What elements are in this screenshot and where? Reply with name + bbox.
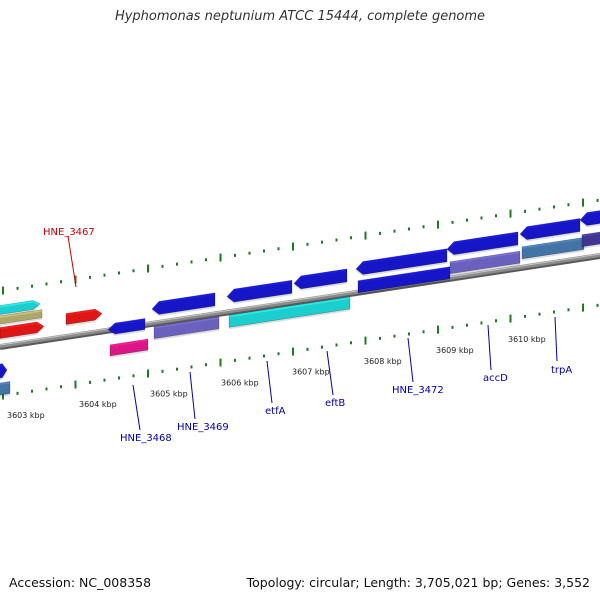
gene-hne3472 xyxy=(355,248,448,277)
backbone-line xyxy=(0,253,600,348)
gene-cyan-left xyxy=(0,300,41,317)
gene-hne3472-b-shade xyxy=(358,268,450,295)
gene-hne3472-shade xyxy=(356,250,447,277)
gene-trpA-b-shape xyxy=(521,237,585,260)
gene-hne3472-b xyxy=(357,266,451,295)
accession-text: Accession: NC_008358 xyxy=(9,575,152,590)
gene-labels: HNE_3467 HNE_3468 HNE_3469 etfA eftB HNE_3472… xyxy=(43,227,572,444)
axis-tick-label: 3607 kbp xyxy=(292,368,330,377)
tick-labels: 3603 kbp 3604 kbp 3605 kbp 3606 kbp 3607 kbp… xyxy=(7,335,546,420)
gene-trpA-b xyxy=(521,237,585,261)
gene-cyan-left-shape xyxy=(0,300,41,315)
callout-line xyxy=(266,360,273,404)
backbone-highlight xyxy=(0,253,600,346)
gene-label-HNE_3469: HNE_3469 xyxy=(177,422,229,433)
gene-hne3468-rna xyxy=(109,338,149,358)
gene-hne3468-shape xyxy=(107,318,146,335)
gene-hne3469-b-shape xyxy=(153,316,220,339)
gene-accD-shade xyxy=(447,233,518,257)
map-title: Hyphomonas neptunium ATCC 15444, complet… xyxy=(114,9,486,24)
gene-steel-left-lower xyxy=(0,381,11,397)
gene-eftB-shade xyxy=(294,270,347,291)
gene-hne3468-rna-shape xyxy=(109,338,149,357)
callout-line xyxy=(554,316,558,362)
gene-red-left-shape xyxy=(0,321,45,339)
gene-label-accD: accD xyxy=(483,373,508,384)
gene-accD-b xyxy=(449,250,521,276)
gene-khaki-left-shape xyxy=(0,309,43,325)
callout-line xyxy=(189,371,196,420)
gene-accD-b-shape xyxy=(449,250,521,275)
gene-right-edge-shade xyxy=(580,212,600,228)
callout-line xyxy=(67,235,77,288)
gene-khaki-left xyxy=(0,309,43,326)
gene-hne3469-shade xyxy=(152,294,215,317)
callout-line xyxy=(132,384,141,431)
gene-red-left xyxy=(0,321,45,341)
ticks-outer xyxy=(2,198,599,295)
gene-steel-left-lower-shade xyxy=(0,383,10,397)
topology-summary-text: Topology: circular; Length: 3,705,021 bp… xyxy=(246,575,590,590)
gene-label-HNE_3468: HNE_3468 xyxy=(120,433,172,444)
gene-hne3468 xyxy=(107,318,146,337)
axis-tick-label: 3608 kbp xyxy=(364,357,402,366)
gene-label-etfA: etfA xyxy=(265,406,286,417)
gene-blue-left-lower-shape xyxy=(0,363,8,379)
gene-label-trpA: trpA xyxy=(551,365,572,376)
gene-hne3468-rna-shade xyxy=(110,341,148,358)
axis-tick-label: 3606 kbp xyxy=(221,378,259,387)
gene-hne3469-b xyxy=(153,316,220,341)
gene-etfA-b-shade xyxy=(229,298,350,330)
gene-right-edge xyxy=(579,210,600,228)
gene-label-HNE_3472: HNE_3472 xyxy=(392,385,444,396)
gene-red-hne3467 xyxy=(65,308,103,327)
gene-right-edge-b-shape xyxy=(581,231,600,248)
gene-trpA-b-shade xyxy=(522,239,584,261)
callout-line xyxy=(326,350,334,396)
gene-hne3469 xyxy=(151,292,216,317)
gene-eftB-shape xyxy=(293,268,348,290)
axis-tick-label: 3605 kbp xyxy=(150,389,188,398)
axis-tick-label: 3603 kbp xyxy=(7,411,45,420)
axis-tick-label: 3609 kbp xyxy=(436,346,474,355)
gene-steel-left-lower-shape xyxy=(0,381,11,396)
gene-hne3469-shape xyxy=(151,292,216,315)
gene-label-HNE_3467: HNE_3467 xyxy=(43,227,95,238)
gene-trpA-shade xyxy=(520,220,580,242)
callout-line xyxy=(487,324,492,371)
gene-hne3468-shade xyxy=(108,320,145,337)
gene-right-edge-shape xyxy=(579,210,600,226)
callouts xyxy=(67,235,558,431)
callout-line xyxy=(407,337,414,383)
gene-hne3472-shape xyxy=(355,248,448,275)
gene-trpA xyxy=(519,218,581,242)
gene-label-eftB: eftB xyxy=(325,398,345,409)
gene-trpA-shape xyxy=(519,218,581,240)
gene-accD-shape xyxy=(446,231,519,255)
axis-tick-label: 3610 kbp xyxy=(508,335,546,344)
gene-right-edge-b-shade xyxy=(582,234,600,249)
axis-tick-label: 3604 kbp xyxy=(79,400,117,409)
gene-etfA-b-shape xyxy=(228,296,351,328)
gene-cyan-left-shade xyxy=(0,302,40,317)
features xyxy=(0,210,600,397)
gene-blue-left-lower-shade xyxy=(0,365,7,380)
gene-etfA-shade xyxy=(227,282,292,305)
gene-blue-left-lower xyxy=(0,363,8,380)
gene-hne3469-b-shade xyxy=(154,318,219,341)
gene-red-hne3467-shape xyxy=(65,308,103,325)
gene-red-hne3467-shade xyxy=(66,311,102,327)
backbone xyxy=(0,253,600,350)
gene-hne3472-b-shape xyxy=(357,266,451,294)
gene-etfA xyxy=(226,279,293,305)
gene-khaki-left-shade xyxy=(0,311,42,326)
gene-accD-b-shade xyxy=(450,253,520,276)
gene-red-left-shade xyxy=(0,323,44,341)
gene-accD xyxy=(446,231,519,257)
gene-right-edge-b xyxy=(581,231,600,249)
gene-etfA-shape xyxy=(226,279,293,303)
gene-eftB xyxy=(293,268,348,291)
gene-etfA-b xyxy=(228,296,351,330)
